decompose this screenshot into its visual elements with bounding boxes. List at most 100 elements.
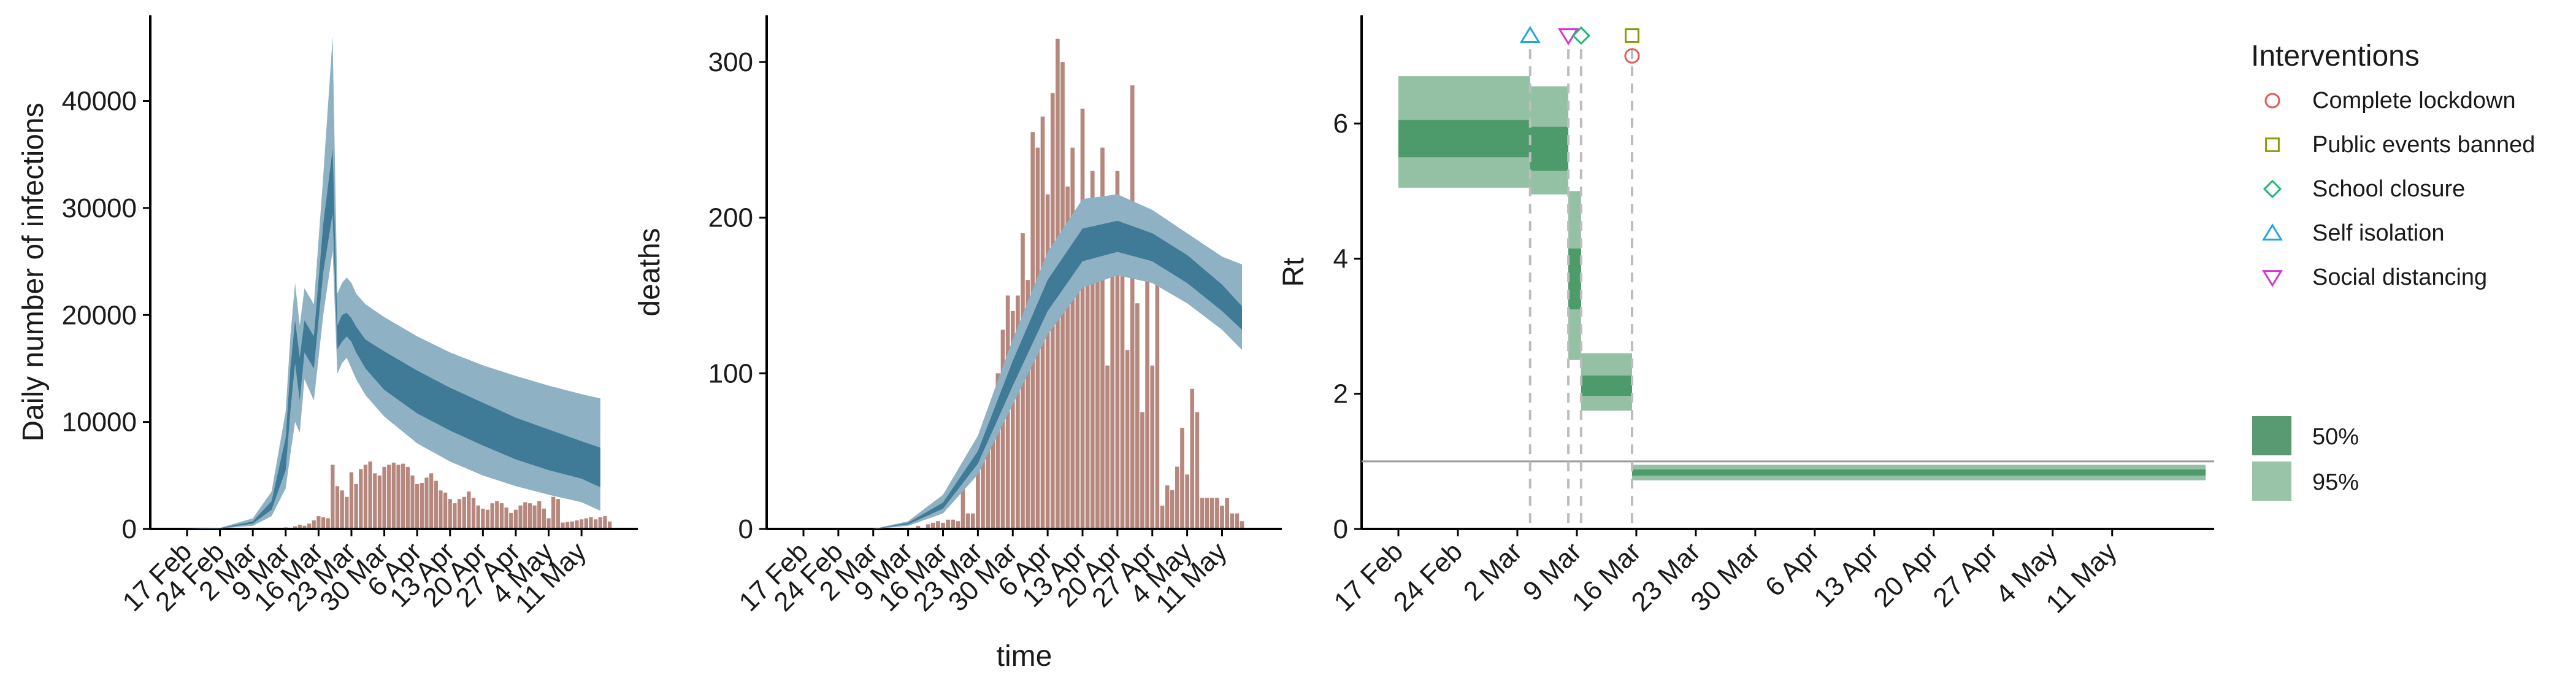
count-bar xyxy=(439,490,443,528)
count-bar xyxy=(518,505,523,528)
y-axis-title: Daily number of infections xyxy=(17,102,50,441)
x-axis-title: time xyxy=(997,640,1052,673)
count-bar xyxy=(481,508,485,528)
count-bar xyxy=(579,519,584,528)
count-bar xyxy=(453,503,457,528)
count-bar xyxy=(321,517,326,528)
count-bar xyxy=(941,522,945,528)
count-bar xyxy=(424,477,429,528)
y-tick-label: 100 xyxy=(708,358,753,388)
ci-swatch xyxy=(2252,461,2291,501)
count-bar xyxy=(537,501,542,528)
count-bar xyxy=(410,475,415,528)
count-bar xyxy=(293,526,297,528)
triangle-up-marker xyxy=(1519,26,1541,43)
count-bar xyxy=(467,491,471,528)
rt-ci50-band xyxy=(1581,376,1632,396)
x-tick-label: 30 Mar xyxy=(1685,536,1765,617)
count-bar xyxy=(965,513,970,528)
count-bar xyxy=(1115,171,1120,528)
count-bar xyxy=(420,483,424,528)
count-bar xyxy=(1150,365,1155,528)
y-tick-label: 20000 xyxy=(62,300,137,330)
ci-label: 50% xyxy=(2312,424,2359,450)
count-bar xyxy=(1065,187,1070,528)
diamond-legend-icon xyxy=(2263,179,2282,199)
count-bar xyxy=(490,503,494,528)
count-bar xyxy=(598,517,602,528)
count-bar xyxy=(946,519,950,528)
count-bar xyxy=(956,521,960,528)
y-tick-label: 30000 xyxy=(62,193,137,223)
y-axis-title: deaths xyxy=(634,228,666,316)
count-bar xyxy=(951,519,956,528)
count-bar xyxy=(575,520,579,528)
count-bar xyxy=(349,472,354,528)
count-bar xyxy=(1155,257,1160,528)
count-bar xyxy=(471,498,476,528)
count-bar xyxy=(551,496,556,528)
count-bar xyxy=(434,480,438,528)
count-bar xyxy=(1225,498,1229,528)
count-bar xyxy=(1165,485,1170,528)
count-bar xyxy=(345,496,349,528)
count-bar xyxy=(1120,264,1125,528)
legend-label: School closure xyxy=(2312,176,2465,202)
y-tick-label: 0 xyxy=(122,514,137,544)
count-bar xyxy=(1105,365,1110,528)
count-bar xyxy=(354,484,358,528)
count-bar xyxy=(1220,505,1224,528)
count-bar xyxy=(1235,513,1240,528)
count-bar xyxy=(443,492,448,528)
count-bar xyxy=(1090,171,1095,528)
count-bar xyxy=(401,463,405,528)
x-tick-label: 20 Apr xyxy=(1868,536,1944,613)
count-bar xyxy=(542,508,546,528)
x-tick-label: 13 Apr xyxy=(1808,536,1885,613)
y-axis-title: Rt xyxy=(1278,258,1310,287)
x-tick-label: 2 Mar xyxy=(1458,536,1528,606)
count-bar xyxy=(593,519,598,528)
count-bar xyxy=(1130,85,1135,528)
rt-ci50-band xyxy=(1530,126,1569,171)
count-bar xyxy=(312,520,316,528)
count-bar xyxy=(930,522,935,528)
y-tick-label: 6 xyxy=(1333,109,1348,139)
ci-swatch xyxy=(2252,416,2291,455)
count-bar xyxy=(1016,295,1020,528)
count-bar xyxy=(556,499,560,528)
count-bar xyxy=(429,473,434,528)
count-bar xyxy=(1125,350,1130,528)
legend-label: Self isolation xyxy=(2312,220,2444,246)
count-bar xyxy=(607,521,612,528)
count-bar xyxy=(368,461,372,528)
count-bar xyxy=(297,525,302,528)
count-bar xyxy=(584,518,588,528)
count-bar xyxy=(405,466,410,528)
count-bar xyxy=(991,401,995,528)
count-bar xyxy=(326,518,330,528)
count-bar xyxy=(396,465,401,528)
count-bar xyxy=(589,517,593,528)
count-bar xyxy=(1170,490,1175,528)
count-bar xyxy=(495,501,499,528)
count-bar xyxy=(1140,412,1144,528)
legend-title: Interventions xyxy=(2251,40,2420,72)
y-tick-label: 0 xyxy=(1333,514,1348,544)
count-bar xyxy=(382,466,386,528)
count-bar xyxy=(415,484,420,528)
count-bar xyxy=(1085,202,1090,528)
count-bar xyxy=(1145,210,1149,528)
circle-marker xyxy=(1624,48,1640,64)
count-bar xyxy=(387,465,391,528)
count-bar xyxy=(1110,241,1115,528)
count-bar xyxy=(307,523,312,528)
count-bar xyxy=(1000,330,1005,528)
count-bar xyxy=(499,503,504,528)
count-bar xyxy=(331,465,335,528)
count-bar xyxy=(373,473,377,528)
count-bar xyxy=(340,490,344,528)
